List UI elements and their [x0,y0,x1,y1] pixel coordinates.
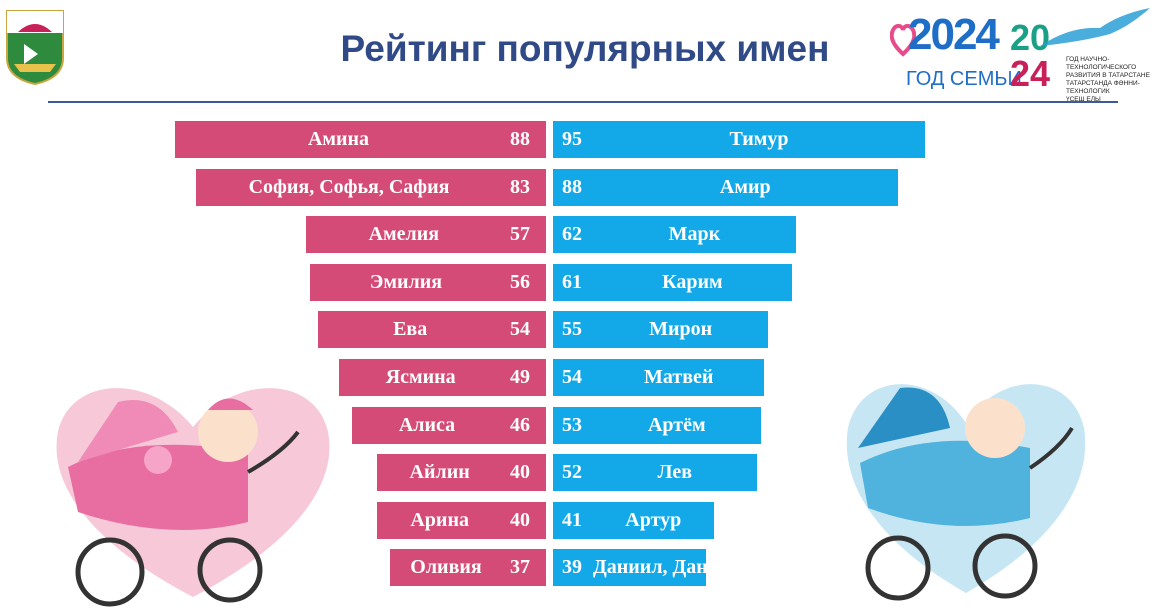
logo-year-2: 20 24 [1010,20,1050,92]
girl-name-label: Айлин [409,461,470,484]
girl-name-value: 37 [510,556,530,579]
title-divider [48,101,1118,103]
logo-year-2-bottom: 24 [1010,53,1051,94]
girl-name-label: Ева [393,318,428,341]
girl-name-value: 54 [510,318,530,341]
boy-name-bar [553,263,792,301]
boy-name-value: 61 [562,270,582,293]
girl-name-label: Оливия [410,556,482,579]
girl-name-bar [175,121,546,158]
boy-name-value: 62 [562,223,582,246]
logo-year-2-top: 20 [1010,17,1051,58]
boy-name-label: Амир [719,175,771,198]
page-title: Рейтинг популярных имен [340,28,830,69]
boy-name-label: Карим [662,270,723,293]
boy-name-bar [553,216,796,254]
girl-name-value: 57 [510,223,530,246]
girl-name-label: Ясмина [385,366,456,388]
girl-name-bar [318,311,546,349]
girl-name-bar [305,216,546,254]
girl-name-value: 46 [510,413,530,436]
boy-name-value: 53 [562,413,582,436]
boy-name-label: Тимур [729,128,789,150]
boy-name-bar [553,121,925,158]
girl-name-label: Алиса [398,413,456,436]
girl-name-value: 88 [510,128,530,150]
girl-name-bar [339,359,546,396]
coat-of-arms-icon [6,10,64,86]
girl-name-value: 40 [510,461,530,484]
logo-caption: ГОД НАУЧНО-ТЕХНОЛОГИЧЕСКОГО РАЗВИТИЯ В Т… [1066,56,1150,103]
girl-name-bar [196,168,546,206]
boy-name-label: Мирон [649,318,713,341]
boy-name-label: Артур [625,508,682,531]
boy-name-value: 41 [562,508,582,531]
girl-name-label: София, Софья, Сафия [248,175,450,198]
girl-name-bar [390,549,546,587]
girl-name-value: 40 [510,508,530,531]
boy-name-value: 52 [562,461,582,484]
girl-name-value: 83 [510,175,530,198]
boy-name-value: 55 [562,318,582,341]
logo-year: 2024 [908,10,1000,59]
boy-name-bar [553,454,757,492]
boy-name-bar [553,549,706,587]
boy-name-label: Марк [668,223,721,246]
bird-icon [1040,8,1150,46]
girl-name-label: Эмилия [369,270,443,293]
girl-name-label: Амелия [368,223,440,246]
year-of-family-logo: 2024 ГОД СЕМЬИ 20 24 ГОД НАУЧНО-ТЕХНОЛОГ… [890,6,1165,103]
boy-name-bar [553,501,714,539]
boy-name-bar [553,359,765,396]
girl-name-bar [352,406,546,444]
boy-name-bar [553,406,761,444]
boy-name-label: Матвей [644,366,714,388]
boy-name-value: 54 [562,366,582,388]
boy-name-label: Артём [647,413,706,436]
girl-name-bar [377,454,546,492]
boy-name-bar [553,168,898,206]
boy-name-value: 95 [562,128,582,150]
girl-name-label: Арина [410,508,469,531]
girl-name-bar [309,263,546,301]
boy-name-value: 39 [562,556,582,579]
boy-name-bar [553,311,769,349]
girl-name-value: 49 [510,366,530,388]
girl-name-bar [377,501,546,539]
heart-icon [890,23,916,57]
girl-name-value: 56 [510,270,530,293]
boy-name-label: Лев [657,461,693,484]
boy-name-label: Даниил, Данил [593,556,731,579]
girl-name-label: Амина [307,128,370,150]
boy-name-value: 88 [562,175,582,198]
logo-subtitle: ГОД СЕМЬИ [906,68,1022,90]
girl-stroller-illustration [56,388,330,607]
boy-stroller-illustration [846,384,1086,601]
